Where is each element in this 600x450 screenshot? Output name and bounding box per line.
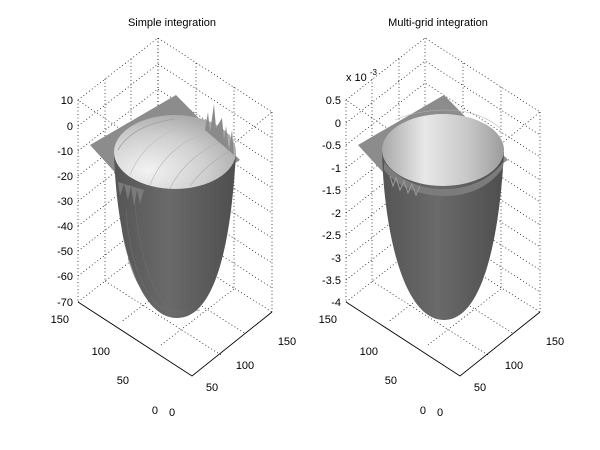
z-tick-label: -3.5 [322, 275, 341, 287]
x-tick-label: 0 [169, 407, 175, 419]
z-tick-label: -3 [331, 253, 341, 265]
y-tick-label: 0 [152, 405, 158, 417]
z-tick-label: -1.5 [322, 185, 341, 197]
z-tick-label: -0.5 [322, 140, 341, 152]
rim-artifacts [205, 104, 234, 155]
x-tick-label: 100 [505, 360, 523, 372]
x-axis-ticks: 0 50 100 150 [169, 336, 296, 419]
x-tick-label: 150 [278, 336, 296, 348]
y-tick-label: 0 [420, 405, 426, 417]
chart-panel-left: Simple integration [51, 17, 297, 419]
z-tick-label: 0.5 [326, 95, 341, 107]
y-tick-label: 50 [117, 375, 129, 387]
z-tick-label: -70 [57, 297, 73, 309]
z-tick-label: -40 [57, 221, 73, 233]
z-axis-ticks: 10 0 -10 -20 -30 -40 -50 -60 -70 [57, 95, 73, 309]
y-axis-ticks: 150 100 50 0 [319, 314, 426, 417]
z-tick-label: -2.5 [322, 230, 341, 242]
surface-plot [90, 95, 240, 318]
x-tick-label: 50 [474, 382, 486, 394]
x-tick-label: 50 [206, 382, 218, 394]
z-tick-label: -20 [57, 171, 73, 183]
z-exponent-label: x 10 -3 [346, 68, 378, 84]
y-tick-label: 50 [385, 375, 397, 387]
z-tick-label: -50 [57, 246, 73, 258]
z-tick-label: 10 [61, 95, 73, 107]
y-tick-label: 100 [92, 346, 110, 358]
z-exponent-power: -3 [370, 68, 378, 77]
y-tick-label: 150 [51, 314, 69, 326]
z-axis-ticks: 0.5 0 -0.5 -1 -1.5 -2 -2.5 -3 -3.5 -4 [322, 95, 341, 309]
z-tick-label: -30 [57, 196, 73, 208]
x-tick-label: 100 [236, 360, 254, 372]
z-tick-label: -1 [331, 163, 341, 175]
z-exponent-base: x 10 [346, 72, 367, 84]
bowl-outer-surface [114, 152, 236, 318]
y-tick-label: 150 [319, 314, 337, 326]
z-tick-label: -2 [331, 208, 341, 220]
x-tick-label: 0 [437, 407, 443, 419]
bowl-inner-surface [382, 114, 504, 186]
x-axis-ticks: 0 50 100 150 [437, 336, 564, 419]
bowl-outer-surface [382, 152, 504, 320]
x-tick-label: 150 [546, 336, 564, 348]
z-tick-label: -4 [331, 297, 341, 309]
chart-title: Multi-grid integration [388, 17, 488, 29]
y-axis-ticks: 150 100 50 0 [51, 314, 158, 417]
z-tick-label: 0 [67, 121, 73, 133]
chart-title: Simple integration [128, 17, 216, 29]
z-tick-label: -10 [57, 146, 73, 158]
y-tick-label: 100 [360, 346, 378, 358]
z-tick-label: 0 [335, 118, 341, 130]
z-tick-label: -60 [57, 271, 73, 283]
surface-plot [358, 95, 508, 320]
chart-panel-right: Multi-grid integration x 10 -3 [319, 17, 565, 419]
